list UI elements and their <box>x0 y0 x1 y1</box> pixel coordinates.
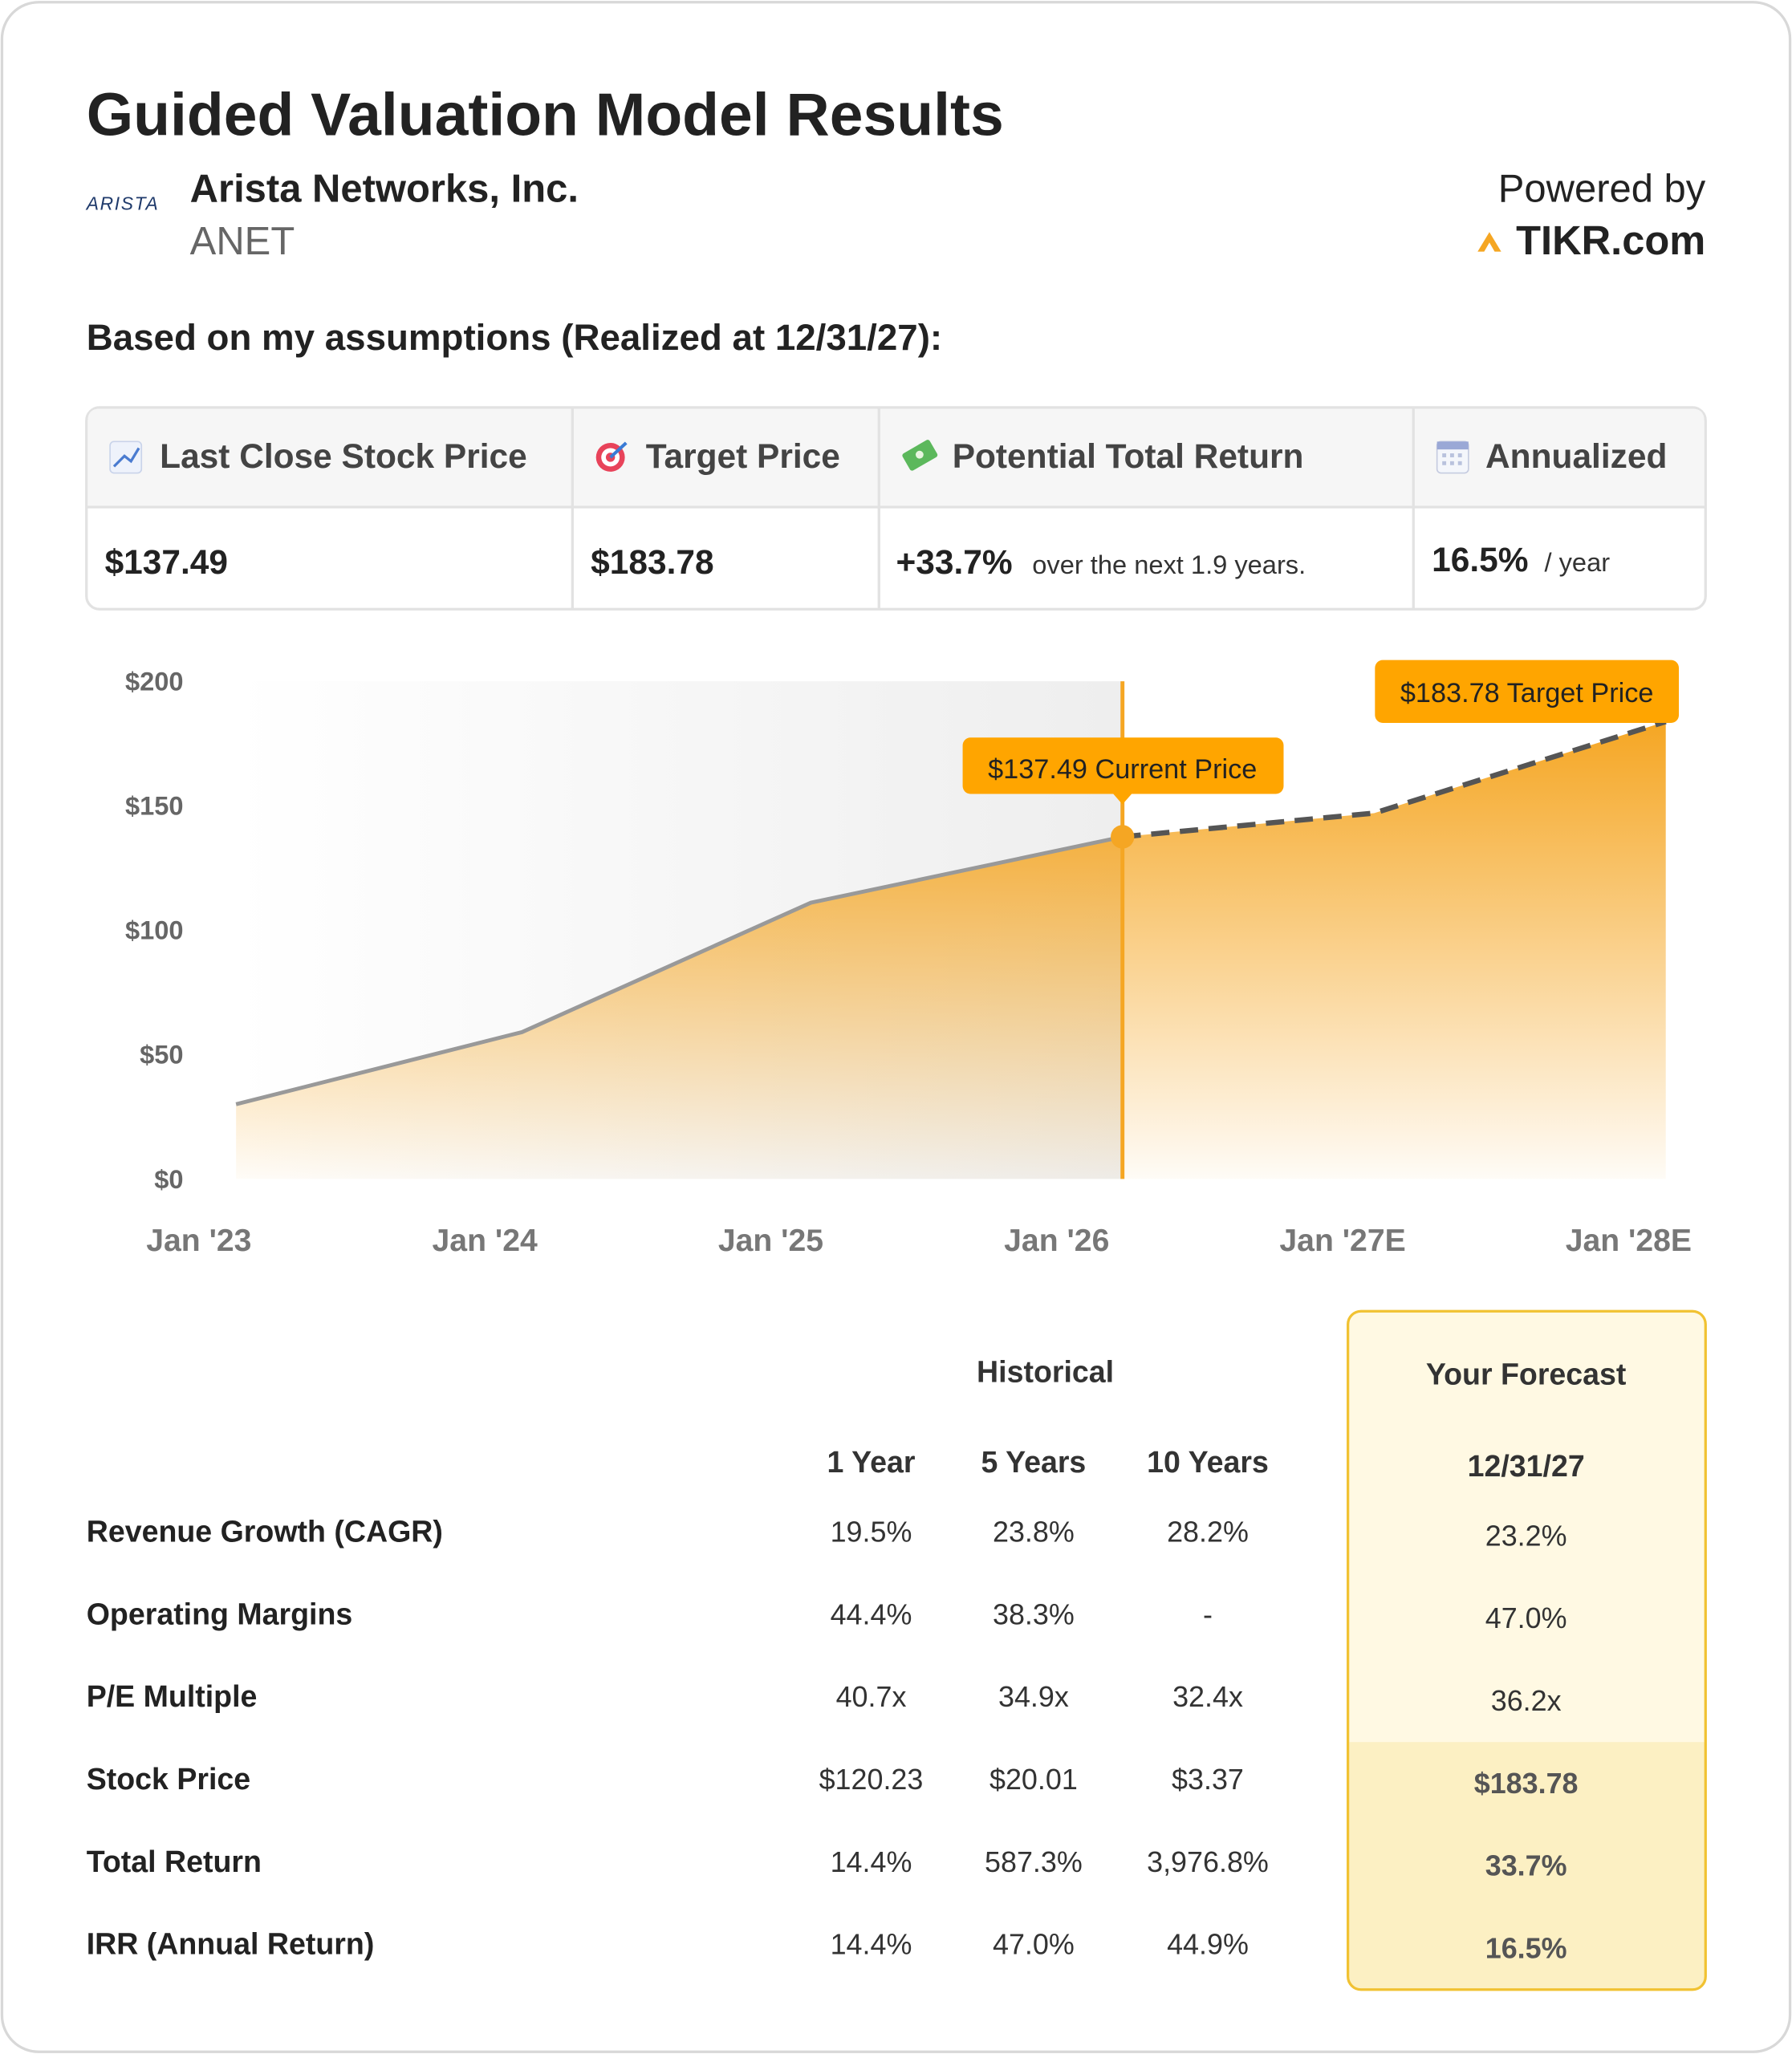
row-label: P/E Multiple <box>87 1679 258 1713</box>
y-tick-label: $50 <box>140 1040 183 1070</box>
x-tick-label: Jan '24 <box>433 1224 538 1258</box>
metric-note: over the next 1.9 years. <box>1032 550 1306 579</box>
metric-label: Last Close Stock Price <box>160 437 527 475</box>
historical-value: $20.01 <box>989 1763 1078 1796</box>
x-tick-label: Jan '23 <box>146 1224 251 1258</box>
tooltip-pointer <box>1113 794 1132 805</box>
price-area <box>236 836 1123 1179</box>
icon-target <box>595 441 628 472</box>
row-label: Operating Margins <box>87 1597 353 1630</box>
historical-value: $3.37 <box>1172 1763 1244 1796</box>
page-title: Guided Valuation Model Results <box>87 80 1004 148</box>
x-tick-label: Jan '27E <box>1279 1224 1405 1258</box>
historical-value: 14.4% <box>831 1845 912 1878</box>
column-header: 12/31/27 <box>1468 1449 1585 1483</box>
x-tick-label: Jan '28E <box>1566 1224 1692 1258</box>
group-header: Your Forecast <box>1426 1358 1627 1391</box>
company-name: Arista Networks, Inc. <box>190 168 579 211</box>
historical-value: 14.4% <box>831 1928 912 1961</box>
brand: TIKR.com <box>1516 217 1705 263</box>
metric-label: Potential Total Return <box>953 437 1304 475</box>
metric-label: Annualized <box>1485 437 1667 475</box>
x-tick-label: Jan '25 <box>718 1224 823 1258</box>
y-tick-label: $0 <box>154 1164 183 1194</box>
historical-value: 23.8% <box>993 1515 1075 1548</box>
historical-value: 28.2% <box>1167 1515 1249 1548</box>
annotation: $183.78 Target Price <box>1400 678 1654 708</box>
forecast-value: 23.2% <box>1485 1519 1567 1552</box>
powered-by: Powered by <box>1498 168 1706 211</box>
forecast-value: 36.2x <box>1491 1684 1562 1717</box>
metric-value: 16.5% <box>1432 541 1528 578</box>
forecast-value: 33.7% <box>1485 1849 1567 1882</box>
metrics-box: Last Close Stock Price Target Price Pote… <box>85 406 1707 611</box>
historical-value: 44.9% <box>1167 1928 1249 1961</box>
historical-value: 34.9x <box>998 1680 1069 1713</box>
current-point <box>1111 825 1135 849</box>
historical-value: 587.3% <box>985 1845 1083 1878</box>
metric-value: $137.49 <box>105 543 228 581</box>
icon-money <box>902 440 938 471</box>
historical-value: 3,976.8% <box>1147 1845 1269 1878</box>
historical-value: $120.23 <box>819 1763 924 1796</box>
column-header: 10 Years <box>1147 1445 1269 1479</box>
historical-value: 32.4x <box>1172 1680 1243 1713</box>
brand-icon <box>1477 232 1501 252</box>
tooltip-bg <box>1375 660 1680 724</box>
y-tick-label: $100 <box>125 915 184 945</box>
metric-note: / year <box>1544 547 1610 577</box>
row-label: IRR (Annual Return) <box>87 1927 375 1961</box>
metric-value: $183.78 <box>591 543 713 581</box>
y-tick-label: $150 <box>125 791 184 821</box>
annotation: $137.49 Current Price <box>988 754 1257 785</box>
historical-value: 19.5% <box>831 1515 912 1548</box>
row-label: Stock Price <box>87 1762 250 1796</box>
historical-value: 47.0% <box>993 1928 1075 1961</box>
column-header: 5 Years <box>981 1445 1086 1479</box>
x-tick-label: Jan '26 <box>1004 1224 1109 1258</box>
assumptions-heading: Based on my assumptions (Realized at 12/… <box>87 317 942 358</box>
forecast-border <box>1347 1309 1707 1991</box>
price-area <box>1122 721 1666 1179</box>
forecast-value: 16.5% <box>1485 1932 1567 1965</box>
metrics-header-bg <box>87 408 1705 507</box>
row-label: Revenue Growth (CAGR) <box>87 1514 443 1548</box>
company-logo: ARISTA <box>85 193 160 213</box>
group-header: Historical <box>977 1354 1114 1388</box>
row-label: Total Return <box>87 1845 262 1878</box>
column-header: 1 Year <box>827 1445 916 1479</box>
forecast-value: $183.78 <box>1474 1767 1579 1800</box>
returns-table: Historical Your Forecast 1 Year 5 Years 10… <box>87 1309 1707 1991</box>
price-chart: $0 $50 $100 $150 $200 Jan '23 Jan '24 Jan '25 Ja… <box>125 660 1692 1258</box>
icon-calendar <box>1436 440 1469 474</box>
historical-value: - <box>1203 1597 1213 1630</box>
tooltip-bg <box>962 737 1284 794</box>
y-tick-label: $200 <box>125 666 184 696</box>
metric-label: Target Price <box>646 437 840 475</box>
ticker: ANET <box>190 220 295 263</box>
historical-value: 38.3% <box>993 1597 1075 1630</box>
icon-chart <box>109 440 143 474</box>
historical-value: 40.7x <box>836 1680 907 1713</box>
price-line <box>235 834 1124 1106</box>
forecast-value: 47.0% <box>1485 1601 1567 1634</box>
forecast-highlight <box>1349 1742 1705 1989</box>
historical-value: 44.4% <box>831 1597 912 1630</box>
metric-value: +33.7% <box>896 543 1013 581</box>
